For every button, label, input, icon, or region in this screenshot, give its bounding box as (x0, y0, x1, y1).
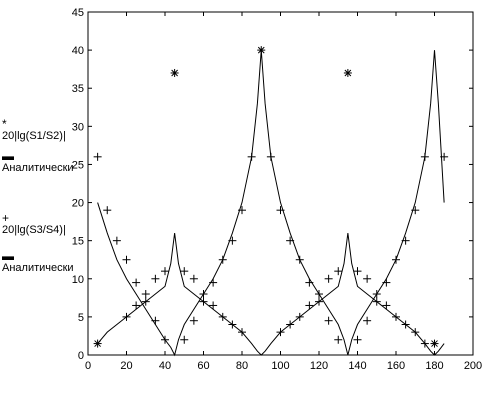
x-tick-label: 100 (271, 360, 289, 372)
series-layer (93, 46, 449, 357)
plus-point (315, 290, 323, 299)
y-tick-label: 25 (72, 159, 84, 171)
plus-point (363, 316, 372, 325)
plus-point (353, 267, 362, 276)
star-point (343, 68, 352, 77)
plus-point (151, 274, 160, 283)
plus-point (334, 267, 343, 276)
x-tick-label: 140 (348, 360, 366, 372)
y-tick-label: 45 (72, 7, 84, 19)
plus-point (286, 320, 295, 329)
legend-line-icon: ▬ (2, 149, 14, 163)
legend-plus-icon: + (2, 211, 10, 225)
plus-point (276, 328, 285, 337)
plus-point (324, 316, 333, 325)
x-tick-label: 20 (120, 360, 132, 372)
y-axis: 0 5 10 15 20 25 30 35 40 45 (72, 7, 473, 362)
plus-point (228, 320, 237, 329)
legend-item-s1s2: * 20|lg(S1/S2)| (2, 118, 66, 142)
plus-point (180, 267, 189, 276)
y-tick-label: 40 (72, 45, 84, 57)
plus-point (199, 290, 208, 299)
legend: * 20|lg(S1/S2)| ▬ Аналитически + 20|lg(S… (0, 0, 80, 300)
plus-point (161, 267, 169, 276)
x-axis: 0 20 40 60 80 100 120 140 160 180 200 (85, 12, 482, 372)
plus-point (180, 335, 189, 344)
plus-point (382, 301, 391, 310)
plus-point (372, 290, 381, 299)
plus-point (353, 335, 362, 344)
plus-point (141, 290, 150, 299)
y-tick-label: 30 (72, 121, 84, 133)
plus-point (401, 320, 410, 329)
plus-point (122, 255, 131, 264)
plus-point (132, 301, 141, 310)
plus-point (305, 301, 314, 310)
plus-point (411, 328, 420, 337)
plus-point (132, 278, 141, 287)
legend-item-s3s4: + 20|lg(S3/S4)| (2, 212, 66, 236)
x-tick-label: 60 (197, 360, 209, 372)
legend-line-icon: ▬ (2, 249, 14, 263)
legend-item-analytic-1: ▬ Аналитически (2, 150, 74, 174)
plus-point (189, 316, 198, 325)
y-tick-label: 10 (72, 274, 84, 286)
legend-label-analytic-1: Аналитически (2, 162, 74, 174)
plus-point (324, 274, 333, 283)
plus-point (112, 236, 121, 245)
star-point (430, 339, 439, 348)
legend-label-s3s4: 20|lg(S3/S4)| (2, 224, 66, 236)
plus-point (420, 339, 429, 348)
y-tick-label: 5 (78, 312, 84, 324)
x-tick-label: 120 (310, 360, 328, 372)
plus-point (103, 206, 112, 215)
plus-point (315, 297, 323, 306)
x-tick-label: 180 (425, 360, 443, 372)
x-tick-label: 160 (387, 360, 405, 372)
legend-star-icon: * (2, 117, 7, 131)
plus-point (238, 328, 246, 337)
plus-point (218, 312, 227, 321)
plus-point (141, 297, 150, 306)
plus-point (295, 312, 304, 321)
plus-point (392, 312, 400, 321)
plus-point (199, 297, 208, 306)
series-line-analytic-3 (97, 50, 445, 357)
legend-item-analytic-2: ▬ Аналитически (2, 250, 74, 274)
y-tick-label: 20 (72, 198, 84, 210)
y-tick-label: 15 (72, 236, 84, 248)
y-tick-label: 0 (78, 350, 84, 362)
plus-point (372, 297, 381, 306)
plus-point (122, 312, 131, 321)
plus-point (209, 301, 218, 310)
legend-label-analytic-2: Аналитически (2, 262, 74, 274)
plus-point (189, 274, 198, 283)
series-line-analytic-1 (97, 232, 445, 356)
plus-point (334, 335, 343, 344)
legend-label-s1s2: 20|lg(S1/S2)| (2, 130, 66, 142)
star-point (170, 68, 179, 77)
y-tick-label: 35 (72, 83, 84, 95)
x-tick-label: 200 (464, 360, 482, 372)
x-tick-label: 0 (85, 360, 91, 372)
x-tick-label: 80 (236, 360, 248, 372)
x-tick-label: 40 (159, 360, 171, 372)
plus-point (363, 274, 372, 283)
plus-point (93, 152, 102, 161)
